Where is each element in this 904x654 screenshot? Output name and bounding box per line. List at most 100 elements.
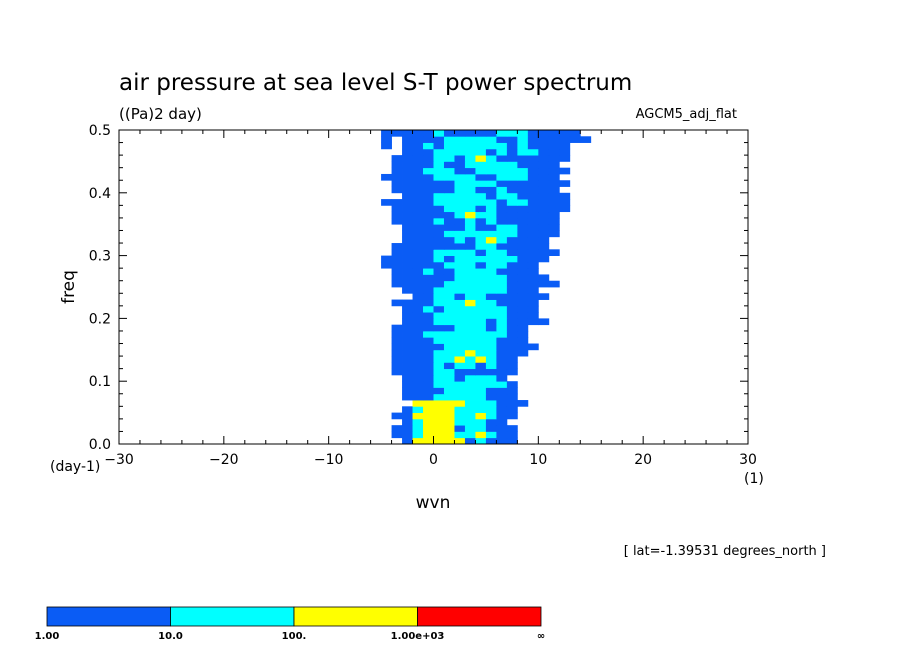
contour-cell [443, 130, 455, 137]
contour-cell [485, 142, 497, 150]
contour-cell [485, 368, 497, 376]
contour-cell [423, 393, 434, 401]
contour-cell [391, 199, 403, 206]
contour-cell [443, 274, 455, 282]
contour-cell [443, 293, 455, 300]
contour-cell [517, 287, 529, 294]
contour-cell [506, 431, 518, 439]
contour-cell [527, 136, 539, 143]
contour-cell [506, 274, 518, 282]
contour-cell [454, 287, 466, 294]
contour-cell [433, 136, 445, 143]
spectrum-contours [381, 130, 592, 445]
contour-cell [559, 130, 571, 137]
contour-cell [454, 324, 466, 332]
contour-cell [391, 368, 403, 376]
contour-cell [517, 167, 529, 175]
contour-cell [475, 180, 487, 187]
contour-cell [402, 142, 413, 150]
contour-cell [559, 180, 571, 187]
contour-cell [517, 268, 529, 275]
contour-cell [454, 305, 466, 313]
contour-cell [454, 192, 466, 200]
contour-cell [433, 167, 445, 175]
contour-cell [506, 368, 518, 376]
colorbar-label: 10.0 [158, 631, 183, 642]
contour-cell [454, 205, 466, 213]
contour-cell [423, 205, 434, 213]
contour-cell [412, 374, 424, 382]
contour-cell [548, 249, 560, 256]
contour-cell [443, 255, 455, 263]
contour-cell [402, 173, 413, 181]
contour-cell [506, 142, 518, 150]
contour-cell [454, 293, 466, 300]
contour-cell [475, 186, 487, 194]
contour-cell [527, 205, 539, 213]
contour-cell [412, 337, 424, 344]
x-tick-label: 30 [739, 452, 757, 468]
contour-cell [464, 368, 476, 376]
contour-cell [464, 400, 476, 407]
contour-cell [423, 255, 434, 263]
contour-cell [485, 180, 497, 187]
contour-cell [412, 186, 424, 194]
contour-cell [391, 217, 403, 225]
contour-cell [517, 142, 529, 150]
contour-cell [496, 161, 508, 169]
contour-cell [423, 243, 434, 250]
contour-cell [506, 180, 518, 187]
contour-cell [527, 268, 539, 275]
contour-cell [412, 293, 424, 300]
contour-cell [423, 349, 434, 357]
contour-cell [485, 412, 497, 420]
contour-cell [454, 362, 466, 370]
contour-cell [433, 418, 445, 426]
contour-cell [496, 255, 508, 263]
contour-cell [485, 192, 497, 200]
contour-cell [412, 230, 424, 238]
contour-cell [527, 192, 539, 200]
contour-cell [433, 243, 445, 250]
contour-cell [485, 305, 497, 313]
contour-cell [423, 211, 434, 219]
contour-cell [464, 330, 476, 338]
contour-cell [423, 356, 434, 363]
contour-cell [496, 431, 508, 439]
contour-cell [381, 142, 392, 150]
contour-cell [454, 211, 466, 219]
contour-cell [496, 142, 508, 150]
contour-cell [517, 136, 529, 143]
contour-cell [433, 349, 445, 357]
contour-cell [506, 236, 518, 244]
contour-cell [423, 261, 434, 269]
x-tick-label: −10 [314, 452, 344, 468]
contour-cell [433, 287, 445, 294]
contour-cell [485, 418, 497, 426]
contour-cell [423, 299, 434, 307]
contour-cell [506, 230, 518, 238]
contour-cell [443, 224, 455, 231]
contour-cell [496, 192, 508, 200]
contour-cell [464, 343, 476, 351]
model-label: AGCM5_adj_flat [636, 107, 737, 122]
contour-cell [569, 136, 581, 143]
contour-cell [443, 186, 455, 194]
colorbar-segment [46, 606, 171, 627]
contour-cell [517, 318, 529, 326]
contour-cell [548, 167, 560, 175]
contour-cell [402, 192, 413, 200]
contour-cell [548, 186, 560, 194]
contour-cell [423, 230, 434, 238]
contour-cell [464, 280, 476, 288]
contour-cell [538, 136, 550, 143]
contour-cell [538, 249, 550, 256]
contour-cell [402, 274, 413, 282]
contour-cell [485, 406, 497, 413]
contour-cell [402, 186, 413, 194]
contour-cell [517, 211, 529, 219]
contour-cell [402, 437, 413, 445]
y-tick-label: 0.4 [89, 186, 111, 202]
contour-cell [433, 249, 445, 256]
